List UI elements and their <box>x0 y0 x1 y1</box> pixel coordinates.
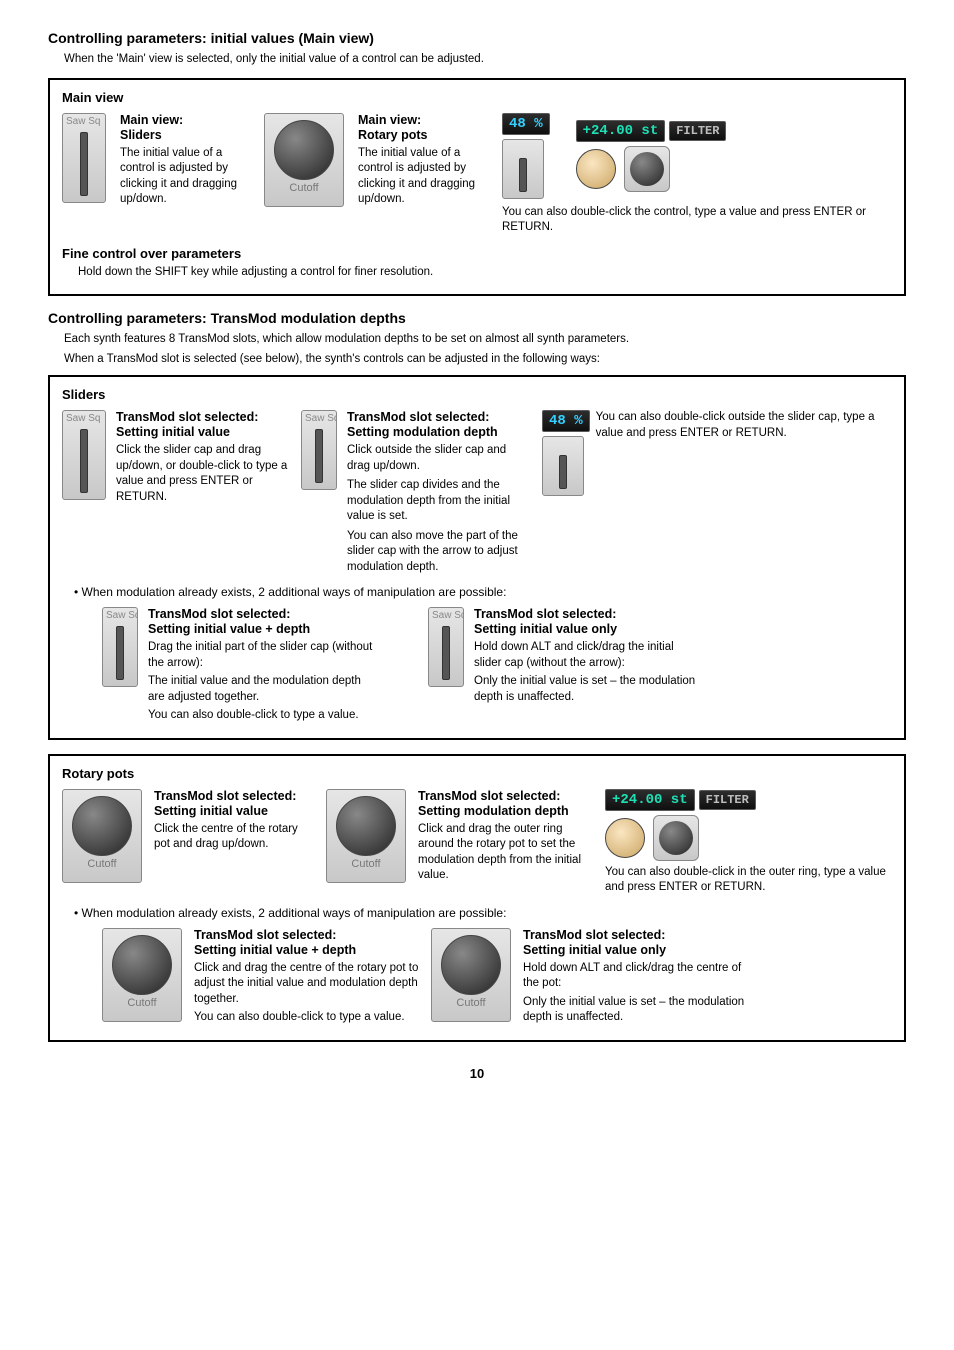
value-badge: 48 % <box>502 113 550 135</box>
block-text: Hold down ALT and click/drag the centre … <box>523 961 748 992</box>
tip-note: You can also double-click in the outer r… <box>605 865 892 896</box>
sliders-text: The initial value of a control is adjust… <box>120 146 250 208</box>
main-view-box: Main view Saw Sq Main view: Sliders The … <box>48 78 906 297</box>
value-badge: 48 % <box>542 410 590 432</box>
fine-control-title: Fine control over parameters <box>62 246 892 261</box>
block-text: Click the slider cap and drag up/down, o… <box>116 443 291 505</box>
section-heading: Controlling parameters: initial values (… <box>48 30 906 46</box>
sliders-title: Main view: Sliders <box>120 113 250 143</box>
block-text: You can also double-click to type a valu… <box>194 1010 419 1026</box>
box-title: Main view <box>62 90 892 105</box>
block-text: Only the initial value is set – the modu… <box>523 995 748 1026</box>
slider-image: Saw Sq <box>62 113 106 203</box>
block-text: Drag the initial part of the slider cap … <box>148 640 378 671</box>
rotary-image: Cutoff <box>264 113 344 207</box>
block-text: Click the centre of the rotary pot and d… <box>154 822 314 853</box>
block-text: The initial value and the modulation dep… <box>148 674 378 705</box>
section-intro: When the 'Main' view is selected, only t… <box>48 52 906 68</box>
pot-label: Cutoff <box>351 858 380 870</box>
block-text: You can also move the part of the slider… <box>347 529 532 576</box>
block-text: Click and drag the centre of the rotary … <box>194 961 419 1008</box>
block-text: Only the initial value is set – the modu… <box>474 674 704 705</box>
sliders-box: Sliders Saw Sq TransMod slot selected: S… <box>48 375 906 740</box>
block-title: TransMod slot selected: Setting initial … <box>116 410 291 440</box>
fine-control-text: Hold down the SHIFT key while adjusting … <box>62 265 892 281</box>
mini-rotary-image <box>653 815 699 861</box>
slider-image: Saw Sq <box>62 410 106 500</box>
rotary-box: Rotary pots Cutoff TransMod slot selecte… <box>48 754 906 1042</box>
filter-label: FILTER <box>669 121 726 141</box>
mini-knob-image <box>605 818 645 858</box>
rotary-image: Cutoff <box>102 928 182 1022</box>
value-badge: +24.00 st <box>576 120 666 142</box>
bullet-text: • When modulation already exists, 2 addi… <box>62 585 892 599</box>
block-title: TransMod slot selected: Setting initial … <box>523 928 748 958</box>
rotary-image: Cutoff <box>62 789 142 883</box>
tip-note: You can also double-click outside the sl… <box>596 410 892 441</box>
section-intro: Each synth features 8 TransMod slots, wh… <box>48 332 906 348</box>
rotary-image: Cutoff <box>326 789 406 883</box>
mini-rotary-image <box>624 146 670 192</box>
slider-image: Saw Sq <box>428 607 464 687</box>
block-title: TransMod slot selected: Setting modulati… <box>418 789 593 819</box>
pot-label: Cutoff <box>289 182 318 194</box>
block-text: Click outside the slider cap and drag up… <box>347 443 532 474</box>
slider-image: Saw Sq <box>102 607 138 687</box>
block-title: TransMod slot selected: Setting initial … <box>154 789 314 819</box>
mini-knob-image <box>576 149 616 189</box>
block-title: TransMod slot selected: Setting initial … <box>474 607 704 637</box>
slider-image: Saw Sq <box>301 410 337 490</box>
block-text: Hold down ALT and click/drag the initial… <box>474 640 704 671</box>
bullet-text: • When modulation already exists, 2 addi… <box>62 906 892 920</box>
block-text: Click and drag the outer ring around the… <box>418 822 593 884</box>
pot-label: Cutoff <box>456 997 485 1009</box>
block-title: TransMod slot selected: Setting initial … <box>148 607 378 637</box>
rotary-text: The initial value of a control is adjust… <box>358 146 488 208</box>
section-intro: When a TransMod slot is selected (see be… <box>48 352 906 368</box>
page-number: 10 <box>48 1066 906 1081</box>
pot-label: Cutoff <box>127 997 156 1009</box>
rotary-image: Cutoff <box>431 928 511 1022</box>
block-text: You can also double-click to type a valu… <box>148 708 378 724</box>
section-heading: Controlling parameters: TransMod modulat… <box>48 310 906 326</box>
block-title: TransMod slot selected: Setting initial … <box>194 928 419 958</box>
box-title: Sliders <box>62 387 892 402</box>
filter-label: FILTER <box>699 790 756 810</box>
pot-label: Cutoff <box>87 858 116 870</box>
box-title: Rotary pots <box>62 766 892 781</box>
block-text: The slider cap divides and the modulatio… <box>347 478 532 525</box>
rotary-title: Main view: Rotary pots <box>358 113 488 143</box>
value-badge: +24.00 st <box>605 789 695 811</box>
mini-slider-image <box>542 436 584 496</box>
block-title: TransMod slot selected: Setting modulati… <box>347 410 532 440</box>
mini-slider-image <box>502 139 544 199</box>
tip-note: You can also double-click the control, t… <box>502 205 892 236</box>
